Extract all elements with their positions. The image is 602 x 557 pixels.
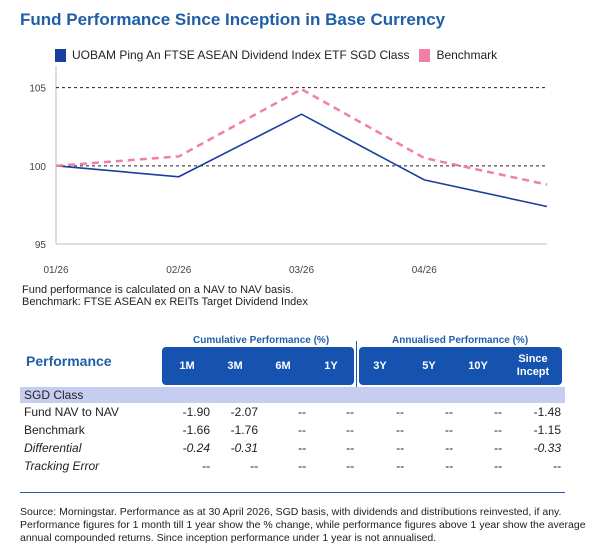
column-group-separator <box>356 341 357 387</box>
cell: -1.48 <box>533 405 561 419</box>
cell: -0.24 <box>182 441 210 455</box>
annualised-header-bar <box>359 347 562 385</box>
y-tick-label: 100 <box>29 162 46 173</box>
x-tick-label: 03/26 <box>289 265 314 276</box>
cell: -1.66 <box>182 423 210 437</box>
col-header-1y: 1Y <box>324 359 338 372</box>
benchmark-series-line <box>55 87 548 186</box>
row-label: Fund NAV to NAV <box>24 405 119 419</box>
cell: -0.33 <box>533 441 561 455</box>
cell: -- <box>298 459 306 473</box>
cell: -- <box>396 423 404 437</box>
col-header-3y: 3Y <box>373 359 387 372</box>
line-chart: 95 100 105 01/26 02/26 03/26 04/26 <box>29 66 548 276</box>
row-label: Benchmark <box>24 423 85 437</box>
cell: -2.07 <box>230 405 258 419</box>
table-row-tracking-error: Tracking Error -- -- -- -- -- -- -- -- <box>20 458 565 476</box>
cumulative-header-bar <box>162 347 354 385</box>
chart-title: Fund Performance Since Inception in Base… <box>20 10 446 29</box>
cell: -- <box>445 423 453 437</box>
fund-series-line <box>55 113 548 208</box>
performance-title: Performance <box>26 353 112 369</box>
cell: -- <box>445 459 453 473</box>
table-row-differential: Differential -0.24 -0.31 -- -- -- -- -- … <box>20 440 565 458</box>
legend-label-benchmark: Benchmark <box>436 48 498 62</box>
cell: -- <box>494 405 502 419</box>
col-header-since-incept: Since Incept <box>516 353 550 378</box>
cumulative-header: Cumulative Performance (%) <box>193 335 330 346</box>
legend-swatch-benchmark <box>419 48 431 62</box>
cell: -- <box>445 405 453 419</box>
annualised-header: Annualised Performance (%) <box>392 335 529 346</box>
cell: -- <box>396 405 404 419</box>
cell: -- <box>346 459 354 473</box>
col-header-1m: 1M <box>179 359 195 372</box>
y-tick-label: 95 <box>35 240 47 251</box>
note-nav-basis: Fund performance is calculated on a NAV … <box>22 284 294 296</box>
col-header-5y: 5Y <box>422 359 436 372</box>
col-header-3m: 3M <box>227 359 243 372</box>
cell: -0.31 <box>230 441 258 455</box>
section-band: SGD Class <box>20 387 565 403</box>
cell: -- <box>494 441 502 455</box>
row-label: Tracking Error <box>24 459 100 473</box>
source-note: Source: Morningstar. Performance as at 3… <box>20 506 586 544</box>
col-header-6m: 6M <box>275 359 291 372</box>
cell: -- <box>298 405 306 419</box>
cell: -1.15 <box>533 423 561 437</box>
chart-legend: UOBAM Ping An FTSE ASEAN Dividend Index … <box>55 48 507 62</box>
x-tick-label: 01/26 <box>43 265 68 276</box>
cell: -1.76 <box>230 423 258 437</box>
footer-divider <box>20 492 565 493</box>
note-benchmark: Benchmark: FTSE ASEAN ex REITs Target Di… <box>22 296 308 308</box>
x-tick-label: 02/26 <box>166 265 191 276</box>
cell: -- <box>298 441 306 455</box>
cell: -- <box>346 423 354 437</box>
cell: -- <box>396 441 404 455</box>
legend-item-benchmark: Benchmark <box>419 48 497 62</box>
table-row-fund: Fund NAV to NAV -1.90 -2.07 -- -- -- -- … <box>20 404 565 422</box>
cell: -1.90 <box>182 405 210 419</box>
col-header-10y: 10Y <box>468 359 488 372</box>
legend-swatch-fund <box>55 48 66 62</box>
y-tick-label: 105 <box>29 84 46 95</box>
cell: -- <box>553 459 561 473</box>
table-row-benchmark: Benchmark -1.66 -1.76 -- -- -- -- -- -1.… <box>20 422 565 440</box>
cell: -- <box>494 423 502 437</box>
cell: -- <box>250 459 258 473</box>
legend-item-fund: UOBAM Ping An FTSE ASEAN Dividend Index … <box>55 48 409 62</box>
section-label: SGD Class <box>24 388 84 402</box>
cell: -- <box>202 459 210 473</box>
x-tick-label: 04/26 <box>412 265 437 276</box>
cell: -- <box>346 441 354 455</box>
cell: -- <box>494 459 502 473</box>
cell: -- <box>298 423 306 437</box>
legend-label-fund: UOBAM Ping An FTSE ASEAN Dividend Index … <box>72 48 410 62</box>
cell: -- <box>396 459 404 473</box>
cell: -- <box>346 405 354 419</box>
row-label: Differential <box>24 441 82 455</box>
cell: -- <box>445 441 453 455</box>
